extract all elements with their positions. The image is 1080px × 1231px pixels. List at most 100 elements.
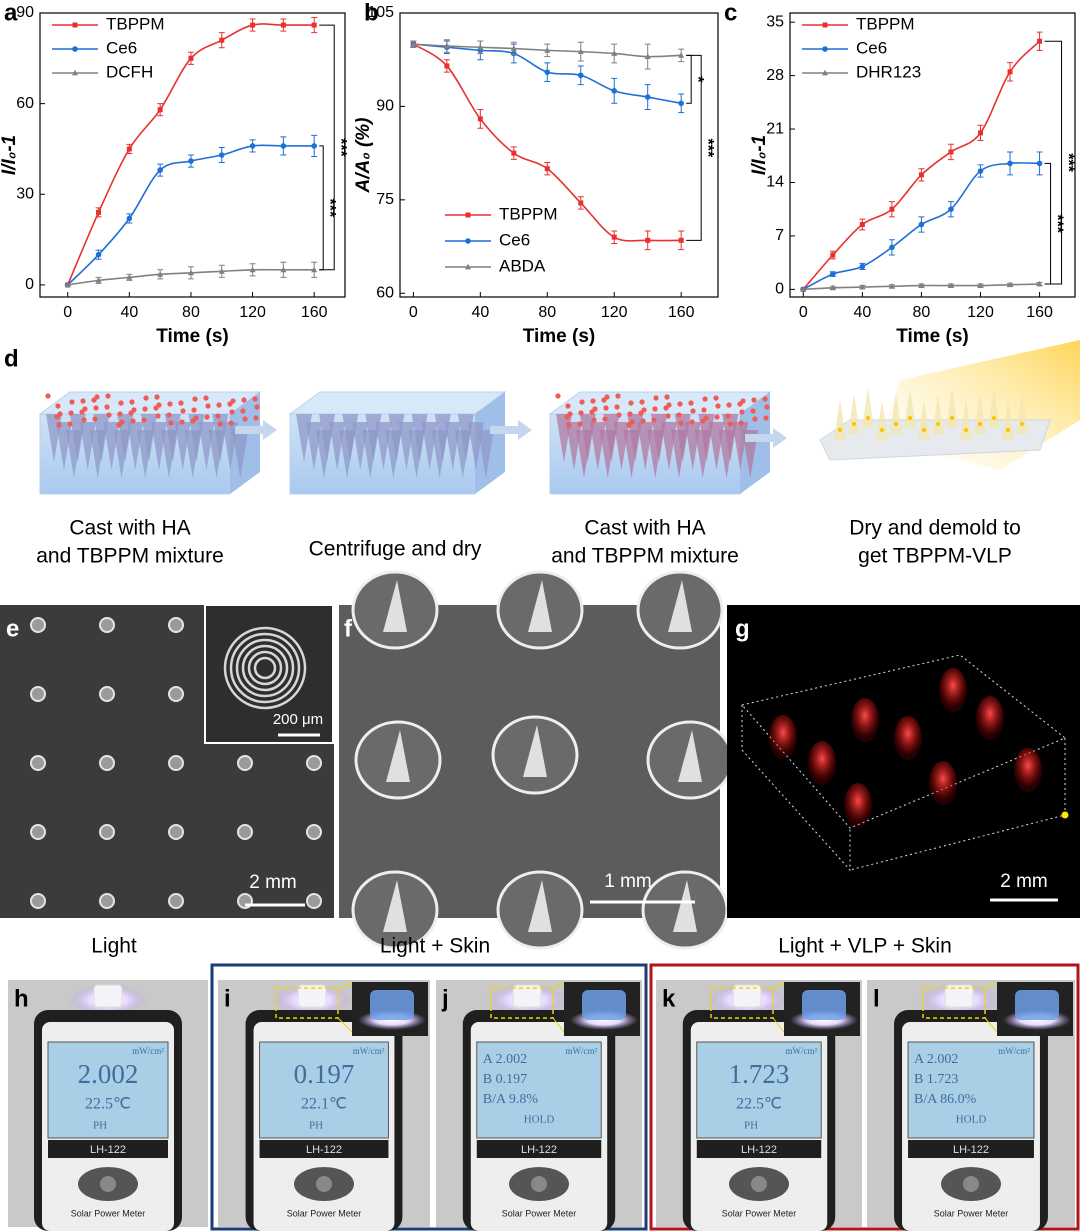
panel-label: h bbox=[14, 985, 29, 1012]
screen bbox=[47, 1041, 169, 1139]
step-caption: Cast with HA bbox=[69, 517, 190, 540]
drug-dot bbox=[688, 400, 694, 406]
drug-dot bbox=[54, 414, 60, 420]
microneedle bbox=[454, 430, 471, 478]
microneedle bbox=[623, 430, 640, 478]
needle-tip bbox=[168, 824, 184, 840]
point bbox=[1036, 160, 1043, 167]
drug-dot bbox=[714, 414, 720, 420]
red-needle bbox=[939, 668, 967, 712]
meter-name: Solar Power Meter bbox=[722, 1208, 797, 1218]
red-needle bbox=[976, 696, 1004, 740]
point bbox=[280, 143, 287, 149]
drug-dot bbox=[179, 419, 185, 425]
needle bbox=[386, 730, 410, 782]
inset-ring bbox=[253, 656, 277, 680]
drug-dot bbox=[700, 418, 706, 424]
drug-dot bbox=[68, 410, 74, 416]
microneedle bbox=[848, 394, 860, 434]
microneedle bbox=[339, 430, 356, 478]
drug-dot bbox=[664, 394, 670, 400]
point bbox=[947, 282, 954, 288]
inset-ring bbox=[247, 650, 283, 686]
point bbox=[859, 221, 865, 227]
panel-label: a bbox=[4, 0, 18, 26]
legend-label: TBPPM bbox=[499, 204, 558, 223]
glow-dot bbox=[964, 428, 968, 432]
drug-dot bbox=[242, 416, 248, 422]
point bbox=[465, 212, 471, 218]
point bbox=[188, 158, 194, 164]
needle-tip bbox=[30, 617, 46, 633]
scale-bar-label: 2 mm bbox=[249, 872, 297, 893]
drug-dot bbox=[55, 403, 61, 409]
microneedle bbox=[232, 430, 249, 478]
point bbox=[544, 47, 551, 53]
red-needle bbox=[929, 761, 957, 805]
drug-dot bbox=[663, 405, 669, 411]
drug-dot bbox=[652, 406, 658, 412]
drug-dot bbox=[143, 395, 149, 401]
drug-dot bbox=[45, 393, 51, 399]
drug-dot bbox=[153, 405, 159, 411]
light-source bbox=[732, 984, 762, 1008]
zoom-line bbox=[772, 982, 785, 1033]
button bbox=[751, 1176, 767, 1192]
needle-tip bbox=[99, 686, 115, 702]
drug-dot bbox=[116, 422, 122, 428]
reading: B 0.197 bbox=[483, 1072, 527, 1087]
microneedle bbox=[647, 430, 664, 478]
reading: 2.002 bbox=[78, 1059, 139, 1089]
y-tick-label: 75 bbox=[376, 191, 394, 208]
point bbox=[1007, 281, 1014, 288]
temperature: 22.5℃ bbox=[736, 1096, 782, 1113]
microneedle bbox=[671, 430, 687, 478]
drug-dot bbox=[591, 417, 597, 423]
model-name: LH-122 bbox=[306, 1144, 342, 1156]
y-tick-label: 60 bbox=[16, 95, 34, 112]
reading: 1.723 bbox=[729, 1059, 790, 1089]
significance-label: *** bbox=[1048, 214, 1065, 233]
label-strip bbox=[48, 1140, 168, 1158]
point bbox=[311, 266, 318, 273]
drug-dot bbox=[678, 420, 684, 426]
block-top bbox=[288, 391, 507, 415]
point bbox=[465, 238, 471, 244]
temperature: 22.5℃ bbox=[85, 1096, 131, 1113]
needle-tip bbox=[306, 893, 322, 909]
panel-label: i bbox=[224, 985, 231, 1012]
drug-dot bbox=[701, 407, 707, 413]
drug-dot bbox=[118, 400, 124, 406]
drug-dot bbox=[565, 403, 571, 409]
meter-name: Solar Power Meter bbox=[71, 1208, 146, 1218]
drug-dot bbox=[168, 420, 174, 426]
drug-dot bbox=[204, 414, 210, 420]
point bbox=[1036, 280, 1043, 287]
meter-name: Solar Power Meter bbox=[502, 1208, 577, 1218]
x-tick-label: 160 bbox=[668, 304, 695, 321]
drug-dot bbox=[229, 409, 235, 415]
point bbox=[578, 200, 584, 206]
model-name: LH-122 bbox=[953, 1144, 989, 1156]
drug-dot bbox=[638, 410, 644, 416]
point bbox=[822, 22, 828, 28]
point bbox=[477, 116, 483, 122]
y-tick-label: 30 bbox=[16, 185, 34, 202]
plot-frame bbox=[789, 12, 1076, 298]
point bbox=[443, 42, 450, 49]
x-tick-label: 40 bbox=[120, 304, 138, 321]
point bbox=[889, 206, 895, 212]
drug-dot bbox=[602, 416, 608, 422]
point bbox=[611, 88, 618, 94]
drug-dot bbox=[763, 415, 769, 421]
drug-dot bbox=[689, 419, 695, 425]
inset-ring bbox=[223, 626, 307, 710]
needle-tip bbox=[306, 824, 322, 840]
inset-light bbox=[802, 990, 846, 1020]
drug-dot bbox=[130, 418, 136, 424]
drug-dot bbox=[725, 413, 731, 419]
zoom-box bbox=[275, 987, 339, 1019]
x-axis-label: Time (s) bbox=[896, 326, 969, 347]
panel-label: k bbox=[662, 985, 676, 1012]
needle-tip bbox=[30, 755, 46, 771]
